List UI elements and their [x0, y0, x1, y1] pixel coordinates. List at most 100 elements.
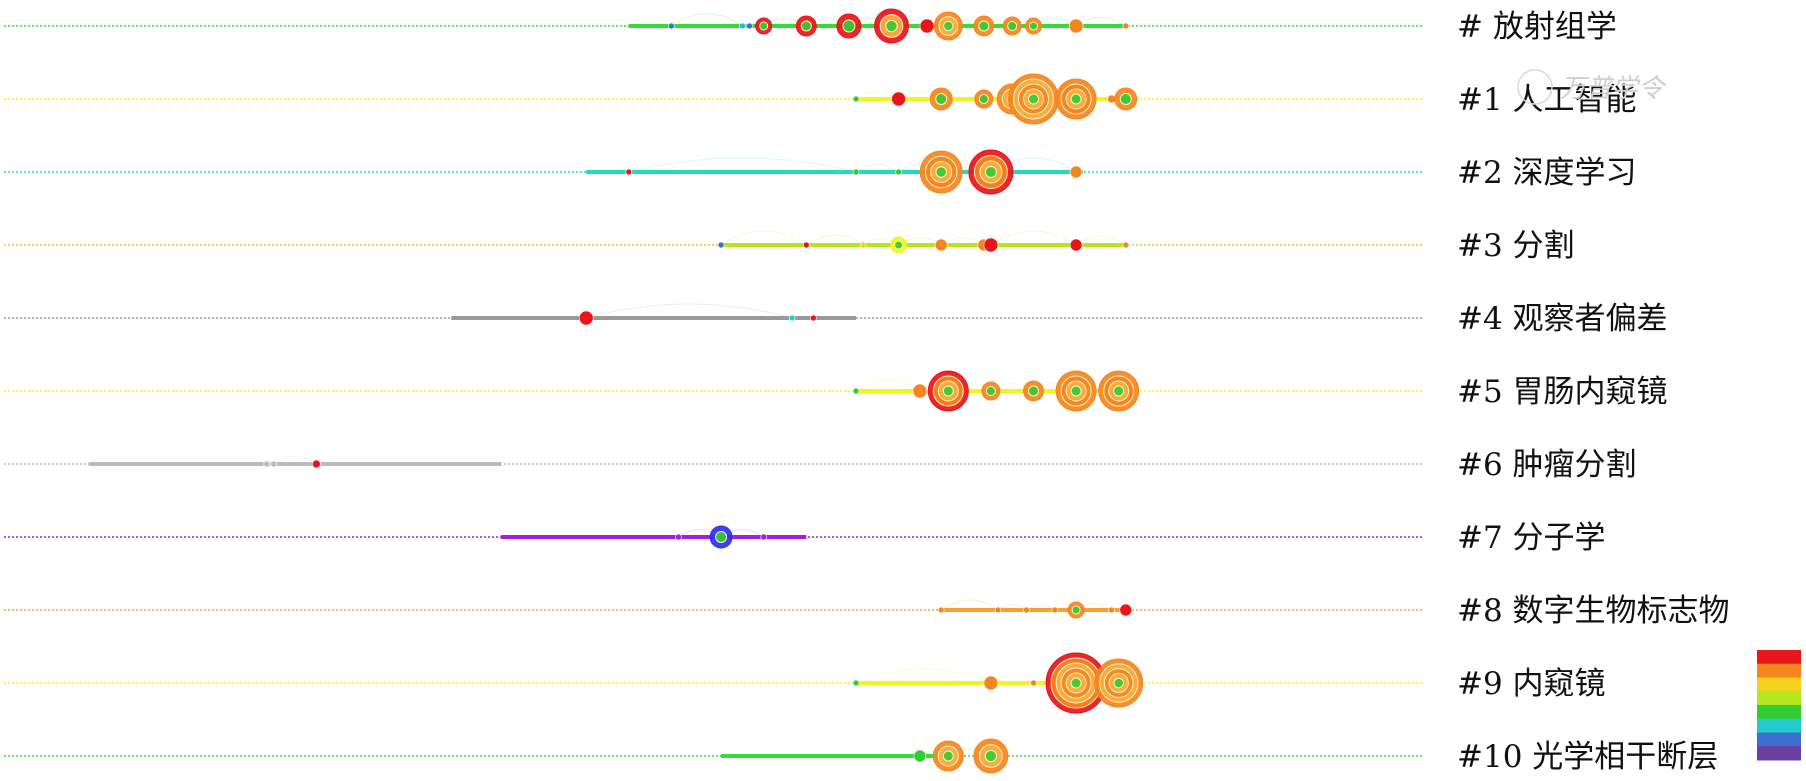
- legend-color-swatch: [1757, 691, 1801, 706]
- keyword-node[interactable]: [891, 91, 906, 107]
- keyword-node[interactable]: [746, 22, 753, 30]
- keyword-node[interactable]: [974, 89, 994, 109]
- keyword-node[interactable]: [1023, 606, 1030, 614]
- legend-color-swatch: [1757, 718, 1801, 733]
- keyword-node[interactable]: [1122, 22, 1130, 30]
- keyword-node[interactable]: [312, 459, 321, 469]
- keyword-node[interactable]: [919, 150, 963, 194]
- cluster-label: #5 胃肠内窥镜: [1457, 374, 1668, 410]
- cluster-nodes: [263, 8, 1144, 774]
- keyword-node[interactable]: [919, 18, 935, 34]
- keyword-node[interactable]: [668, 22, 675, 30]
- cluster-label: #6 肿瘤分割: [1457, 447, 1637, 483]
- watermark-logo: 万普学令: [1517, 69, 1667, 105]
- keyword-node[interactable]: [859, 241, 867, 249]
- keyword-node[interactable]: [836, 13, 862, 39]
- keyword-node[interactable]: [625, 168, 633, 176]
- cluster-label: #8 数字生物标志物: [1457, 593, 1730, 629]
- keyword-node[interactable]: [755, 17, 773, 35]
- keyword-node[interactable]: [788, 314, 796, 322]
- color-legend: [1757, 650, 1801, 761]
- cluster-label: #2 深度学习: [1457, 155, 1637, 191]
- keyword-node[interactable]: [1008, 73, 1059, 125]
- citation-arc: [720, 230, 807, 246]
- keyword-node[interactable]: [983, 237, 999, 253]
- keyword-node[interactable]: [983, 675, 999, 691]
- keyword-node[interactable]: [802, 241, 810, 249]
- legend-color-swatch: [1757, 705, 1801, 720]
- cluster-label: #9 内窥镜: [1457, 666, 1606, 702]
- watermark-text: 万普学令: [1560, 74, 1667, 104]
- keyword-node[interactable]: [1051, 606, 1059, 614]
- keyword-node[interactable]: [934, 238, 948, 252]
- keyword-node[interactable]: [913, 749, 927, 763]
- keyword-node[interactable]: [810, 314, 817, 322]
- keyword-node[interactable]: [739, 22, 746, 30]
- keyword-node[interactable]: [760, 533, 768, 541]
- keyword-node[interactable]: [973, 15, 995, 37]
- citation-arc: [671, 13, 743, 27]
- cluster-lanes: [4, 24, 1424, 758]
- keyword-node[interactable]: [717, 241, 725, 249]
- legend-color-swatch: [1757, 746, 1801, 761]
- citation-arc: [806, 234, 864, 246]
- legend-color-swatch: [1757, 650, 1801, 665]
- cluster-label: #4 观察者偏差: [1457, 301, 1668, 337]
- keyword-node[interactable]: [937, 606, 945, 614]
- keyword-node[interactable]: [1069, 238, 1083, 252]
- keyword-node[interactable]: [912, 383, 928, 399]
- keyword-node[interactable]: [263, 460, 271, 468]
- citation-arc: [855, 668, 992, 684]
- cluster-label: #10 光学相干断层: [1457, 739, 1718, 775]
- keyword-node[interactable]: [852, 387, 860, 395]
- keyword-node[interactable]: [890, 236, 908, 254]
- keyword-node[interactable]: [709, 525, 733, 549]
- keyword-node[interactable]: [675, 533, 682, 541]
- keyword-node[interactable]: [1067, 601, 1085, 619]
- keyword-node[interactable]: [895, 168, 902, 176]
- keyword-node[interactable]: [1068, 18, 1084, 34]
- keyword-node[interactable]: [852, 95, 860, 103]
- keyword-node[interactable]: [1119, 603, 1133, 617]
- keyword-node[interactable]: [932, 740, 964, 772]
- citation-arc: [586, 303, 793, 319]
- keyword-node[interactable]: [981, 381, 1001, 401]
- keyword-node[interactable]: [929, 87, 953, 111]
- citation-arc: [628, 157, 857, 173]
- watermark-seal-icon: [1517, 69, 1553, 105]
- keyword-node[interactable]: [1069, 165, 1083, 179]
- keyword-node[interactable]: [1025, 17, 1042, 35]
- keyword-node[interactable]: [1055, 370, 1097, 412]
- keyword-node[interactable]: [852, 679, 860, 687]
- keyword-node[interactable]: [795, 15, 817, 37]
- keyword-node[interactable]: [927, 370, 969, 412]
- keyword-node[interactable]: [968, 149, 1014, 195]
- cluster-label: #3 分割: [1457, 228, 1575, 264]
- citation-arc: [990, 230, 1077, 246]
- keyword-node[interactable]: [852, 168, 860, 176]
- cluster-label: # 放射组学: [1457, 9, 1617, 45]
- keyword-node[interactable]: [933, 11, 963, 41]
- keyword-node[interactable]: [1098, 370, 1140, 412]
- legend-color-swatch: [1757, 677, 1801, 692]
- keyword-node[interactable]: [1030, 679, 1037, 687]
- keyword-node[interactable]: [874, 8, 909, 44]
- cluster-label: #7 分子学: [1457, 520, 1606, 556]
- keyword-node[interactable]: [1094, 658, 1144, 708]
- keyword-node[interactable]: [1114, 87, 1138, 111]
- legend-color-swatch: [1757, 663, 1801, 678]
- legend-color-swatch: [1757, 732, 1801, 747]
- keyword-node[interactable]: [1002, 16, 1022, 36]
- keyword-node[interactable]: [1122, 241, 1130, 249]
- citation-arc: [855, 164, 899, 173]
- cluster-labels: # 放射组学#1 人工智能#2 深度学习#3 分割#4 观察者偏差#5 胃肠内窥…: [1457, 9, 1730, 775]
- keyword-node[interactable]: [1023, 380, 1044, 402]
- keyword-node[interactable]: [578, 310, 594, 326]
- keyword-node[interactable]: [973, 738, 1009, 774]
- keyword-node[interactable]: [1108, 606, 1115, 614]
- keyword-node[interactable]: [1055, 78, 1097, 120]
- keyword-node[interactable]: [270, 460, 278, 468]
- citation-arc: [940, 599, 999, 611]
- keyword-node[interactable]: [994, 606, 1002, 614]
